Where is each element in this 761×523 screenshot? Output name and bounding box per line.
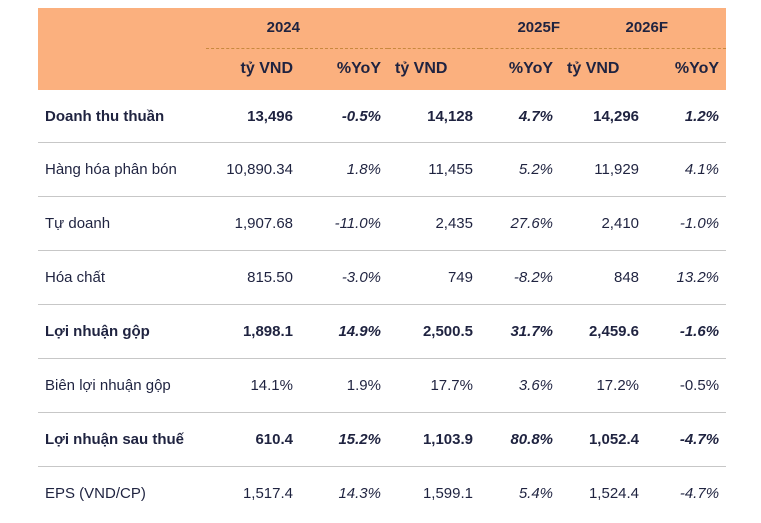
table-row: Lợi nhuận sau thuế 610.4 15.2% 1,103.9 8… (38, 413, 727, 467)
value-2025f: 14,128 (427, 107, 473, 125)
value-2024: 815.50 (247, 269, 293, 286)
value-2025f: 749 (447, 269, 473, 286)
yoy-2025f: 4.7% (518, 107, 554, 125)
yoy-2025f: 31.7% (510, 323, 554, 340)
yoy-2026f: -4.7% (679, 485, 720, 502)
value-2024: 10,890.34 (226, 161, 293, 178)
yoy-2025f: 5.2% (518, 161, 554, 178)
yoy-2025f: 3.6% (518, 377, 554, 394)
header-year-2025f: 2025F (517, 19, 561, 37)
table-row: Hóa chất 815.50 -3.0% 749 -8.2% 848 13.2… (38, 251, 727, 305)
header-unit-2025f: tỷ VND (388, 47, 480, 90)
row-label: Doanh thu thuần (45, 107, 165, 125)
yoy-2026f: -0.5% (679, 377, 720, 394)
header-empty-cell (38, 8, 206, 48)
yoy-2024: -11.0% (334, 215, 381, 232)
value-2024: 14.1% (250, 377, 293, 394)
row-label: Tự doanh (45, 215, 111, 232)
value-2026f: 2,410 (601, 215, 640, 232)
table-row: Biên lợi nhuận gộp 14.1% 1.9% 17.7% 3.6%… (38, 359, 727, 413)
yoy-2025f: 27.6% (510, 215, 554, 232)
yoy-2025f: -8.2% (513, 269, 554, 286)
yoy-2026f: -4.7% (679, 431, 720, 448)
value-2025f: 2,500.5 (422, 323, 473, 340)
value-2025f: 17.7% (430, 377, 473, 394)
header-year-row: 2024 2025F 2026F (38, 8, 727, 48)
yoy-2024: 14.3% (338, 485, 381, 502)
header-unit-2026f: tỷ VND (560, 47, 647, 90)
yoy-2026f: 1.2% (684, 107, 720, 125)
yoy-2026f: 13.2% (676, 269, 720, 286)
value-2024: 13,496 (247, 107, 293, 125)
value-2026f: 1,524.4 (588, 485, 640, 502)
value-2024: 1,907.68 (234, 215, 293, 232)
value-2026f: 11,929 (594, 161, 640, 178)
header-unit-2024: tỷ VND (206, 47, 300, 90)
row-label: Hàng hóa phân bón (45, 161, 177, 178)
yoy-2025f: 5.4% (518, 485, 554, 502)
header-yoy-2024: %YoY (300, 47, 388, 90)
value-2025f: 1,103.9 (422, 431, 473, 448)
table-header: 2024 2025F 2026F tỷ VND %YoY tỷ VND %YoY… (38, 8, 727, 90)
value-2026f: 1,052.4 (588, 431, 640, 448)
header-empty-cell (38, 48, 206, 90)
header-yoy-2025f: %YoY (480, 47, 561, 90)
yoy-2024: 14.9% (338, 323, 381, 340)
table-body: Doanh thu thuần 13,496 -0.5% 14,128 4.7%… (38, 90, 727, 521)
header-year-2026f: 2026F (625, 19, 669, 37)
yoy-2026f: 4.1% (684, 161, 720, 178)
yoy-2024: 15.2% (338, 431, 381, 448)
table-row: EPS (VND/CP) 1,517.4 14.3% 1,599.1 5.4% … (38, 467, 726, 521)
value-2026f: 2,459.6 (588, 323, 640, 340)
row-label: Lợi nhuận gộp (45, 323, 150, 340)
table-row: Tự doanh 1,907.68 -11.0% 2,435 27.6% 2,4… (38, 197, 727, 251)
yoy-2024: 1.8% (346, 161, 381, 178)
value-2025f: 11,455 (428, 161, 473, 178)
header-year-2024: 2024 (266, 19, 300, 37)
yoy-2024: -0.5% (341, 107, 381, 125)
yoy-2026f: -1.6% (679, 323, 720, 340)
value-2026f: 14,296 (593, 107, 640, 125)
header-yoy-2026f: %YoY (646, 47, 727, 90)
value-2025f: 1,599.1 (422, 485, 473, 502)
financial-forecast-table: 2024 2025F 2026F tỷ VND %YoY tỷ VND %YoY… (38, 8, 727, 521)
table-row: Doanh thu thuần 13,496 -0.5% 14,128 4.7%… (38, 90, 727, 143)
table-row: Hàng hóa phân bón 10,890.34 1.8% 11,455 … (38, 143, 727, 197)
yoy-2026f: -1.0% (679, 215, 720, 232)
value-2025f: 2,435 (435, 215, 473, 232)
yoy-2024: -3.0% (341, 269, 381, 286)
header-unit-row: tỷ VND %YoY tỷ VND %YoY tỷ VND %YoY (38, 47, 727, 90)
value-2024: 1,517.4 (242, 485, 293, 502)
value-2024: 610.4 (255, 431, 293, 448)
value-2026f: 848 (613, 269, 640, 286)
value-2024: 1,898.1 (242, 323, 293, 340)
row-label: EPS (VND/CP) (45, 485, 146, 502)
financial-forecast-table-container: 2024 2025F 2026F tỷ VND %YoY tỷ VND %YoY… (38, 8, 727, 521)
row-label: Biên lợi nhuận gộp (45, 377, 171, 394)
yoy-2024: 1.9% (346, 377, 381, 394)
value-2026f: 17.2% (596, 377, 640, 394)
row-label: Lợi nhuận sau thuế (45, 431, 184, 448)
yoy-2025f: 80.8% (510, 431, 554, 448)
row-label: Hóa chất (45, 269, 106, 286)
table-row: Lợi nhuận gộp 1,898.1 14.9% 2,500.5 31.7… (38, 305, 727, 359)
